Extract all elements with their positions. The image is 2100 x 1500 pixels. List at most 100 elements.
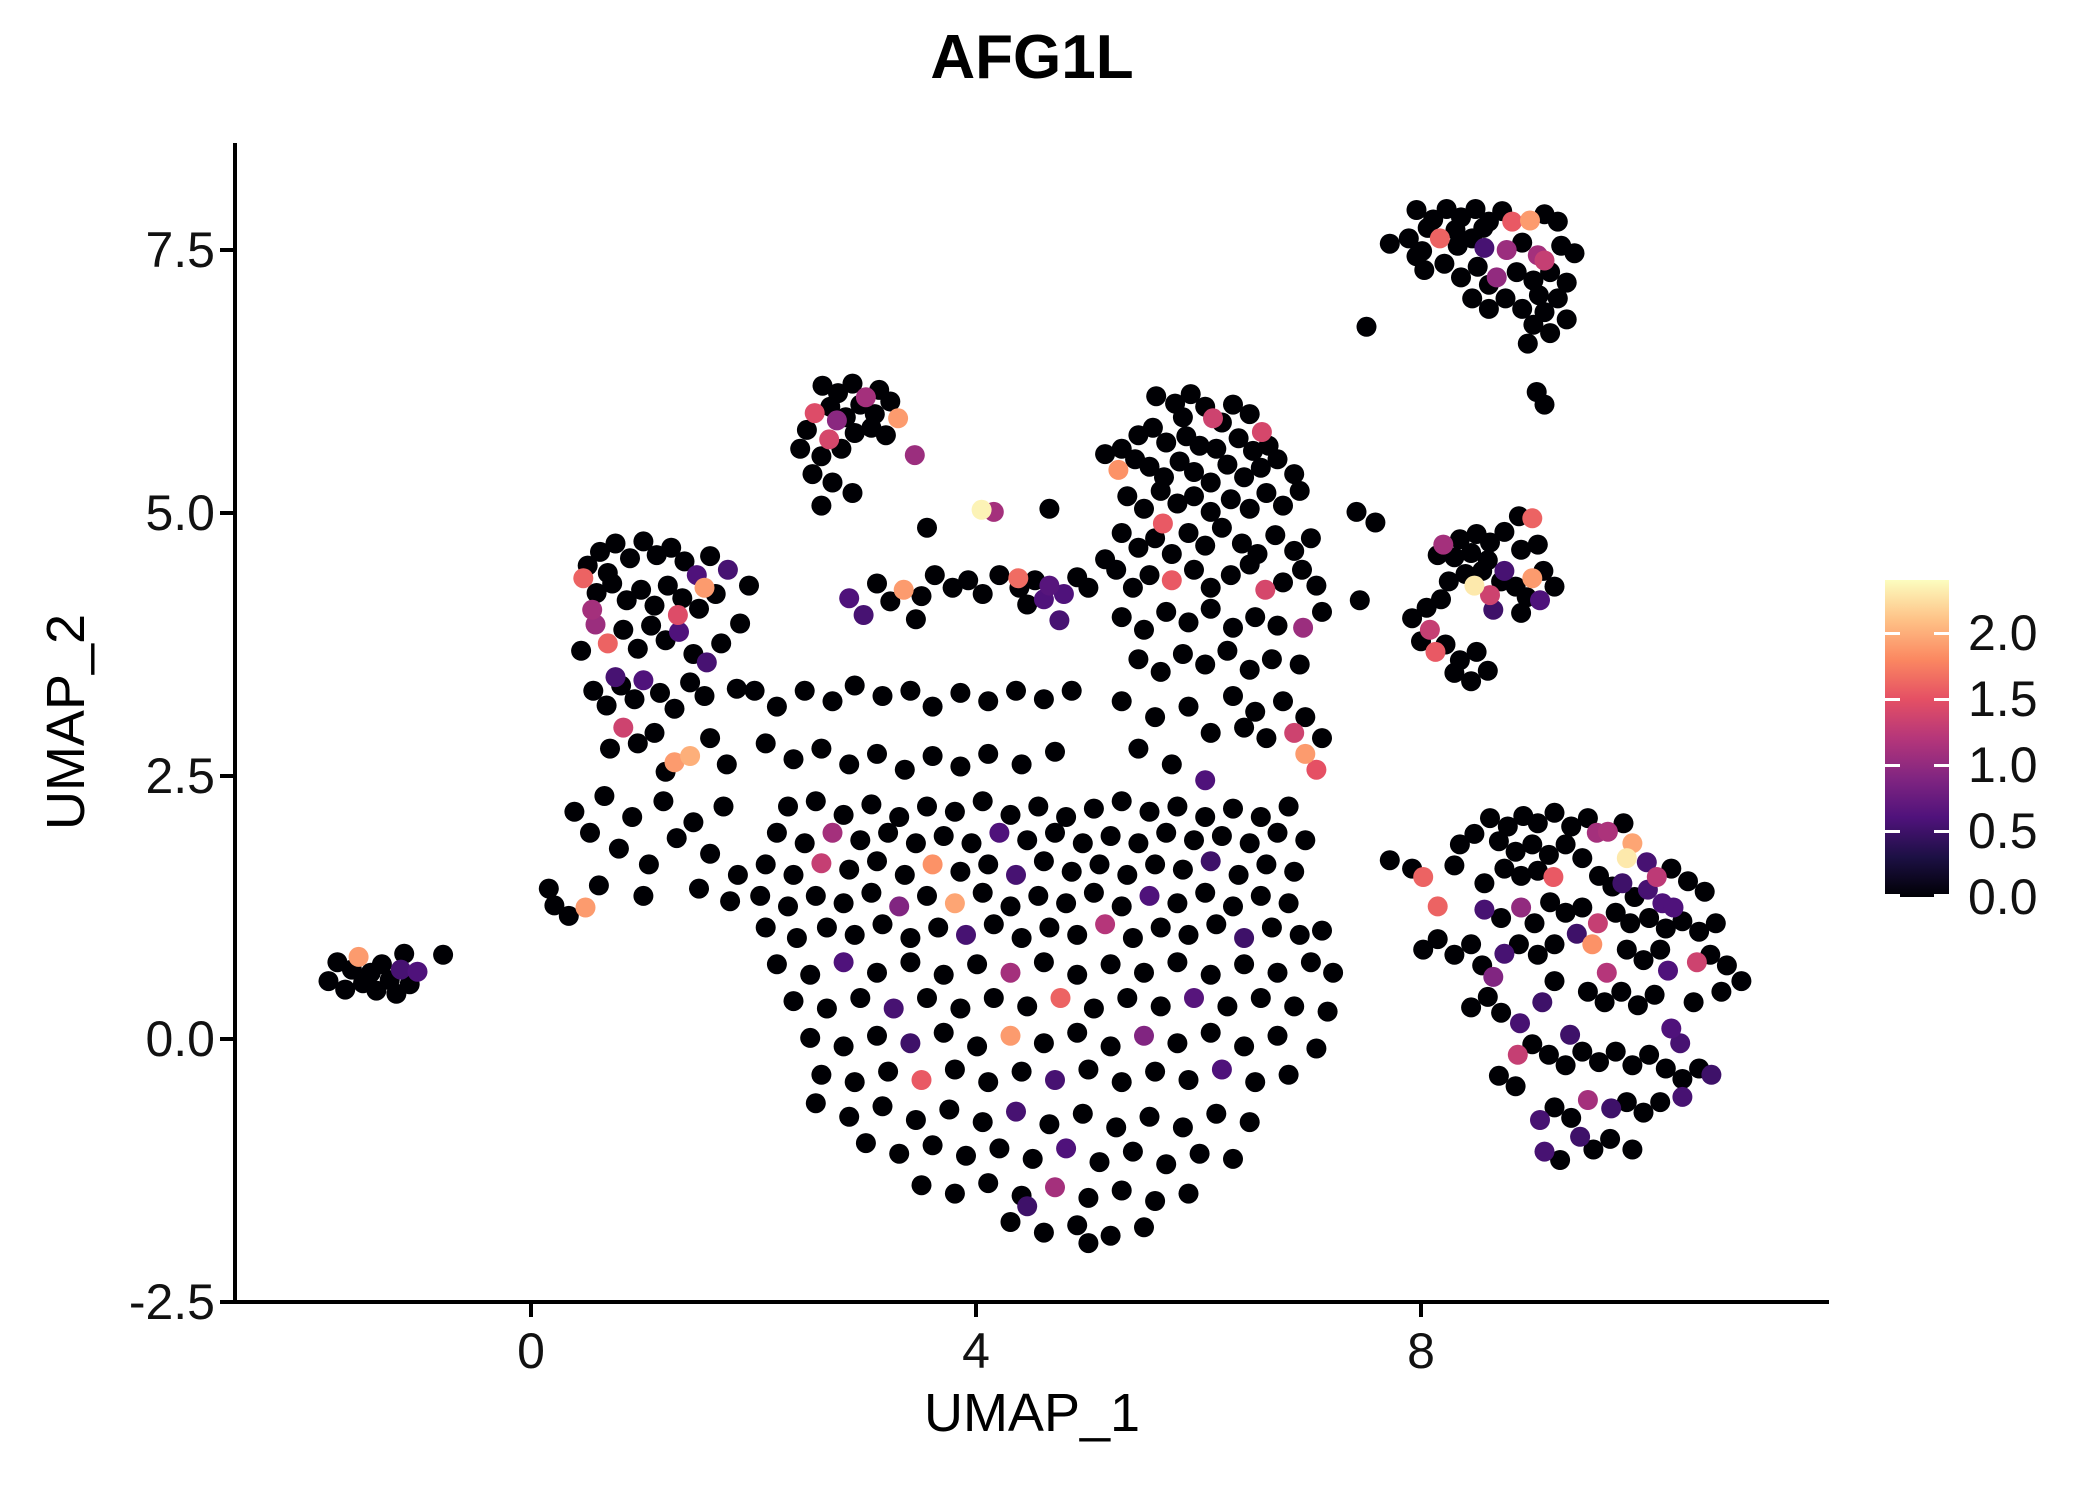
data-point — [1145, 1061, 1166, 1082]
data-point — [978, 691, 999, 712]
data-point — [800, 964, 821, 985]
data-point — [1639, 1044, 1660, 1065]
data-point — [1211, 517, 1232, 538]
data-point — [1239, 498, 1260, 519]
data-point — [944, 1059, 965, 1080]
data-point — [950, 682, 971, 703]
data-point — [641, 615, 662, 636]
data-point — [1402, 608, 1423, 629]
data-point — [1178, 696, 1199, 717]
data-point — [1497, 816, 1518, 837]
data-point — [1555, 1055, 1576, 1076]
data-point — [1067, 1022, 1088, 1043]
data-point — [1033, 851, 1054, 872]
data-point — [1661, 1018, 1682, 1039]
data-point — [1462, 288, 1483, 309]
data-point — [1261, 649, 1282, 670]
data-point — [1134, 962, 1154, 983]
data-point — [924, 565, 945, 586]
data-point — [1180, 384, 1201, 405]
data-point — [1078, 577, 1099, 598]
data-point — [1008, 568, 1029, 589]
data-point — [371, 954, 392, 975]
data-point — [839, 754, 860, 775]
data-point — [694, 577, 715, 598]
data-point — [978, 743, 999, 764]
data-point — [1540, 892, 1561, 913]
data-point — [1189, 1143, 1210, 1164]
data-point — [627, 733, 648, 754]
data-point — [1161, 754, 1182, 775]
data-point — [1169, 451, 1190, 472]
data-point — [631, 579, 652, 600]
data-point — [1528, 285, 1549, 306]
data-point — [1017, 1196, 1038, 1217]
data-point — [1234, 954, 1255, 975]
data-point — [778, 796, 798, 817]
data-point — [811, 495, 832, 516]
data-point — [1616, 939, 1637, 960]
data-point — [867, 743, 887, 764]
data-point — [1444, 944, 1465, 965]
data-point — [822, 691, 843, 712]
data-point — [844, 423, 865, 443]
data-point — [805, 1093, 826, 1114]
data-point — [1306, 575, 1327, 596]
data-point — [917, 796, 937, 817]
data-point — [1494, 560, 1515, 581]
data-point — [633, 531, 654, 552]
data-point — [1184, 830, 1204, 851]
data-point — [1128, 833, 1149, 854]
data-point — [1184, 486, 1204, 507]
data-point — [1289, 654, 1310, 675]
data-point — [1672, 1069, 1693, 1089]
colorbar-tick-mark — [1885, 894, 1900, 897]
data-point — [1532, 992, 1553, 1013]
data-point — [778, 896, 798, 917]
data-point — [1444, 662, 1465, 683]
data-point — [1522, 1034, 1543, 1055]
data-point — [766, 954, 787, 975]
data-point — [804, 403, 825, 424]
data-point — [1033, 1033, 1054, 1054]
data-point — [633, 670, 654, 691]
data-point — [1184, 462, 1204, 482]
data-point — [1178, 1070, 1199, 1090]
data-point — [1200, 1022, 1221, 1043]
data-point — [933, 1022, 954, 1043]
data-point — [1312, 920, 1332, 941]
data-point — [1494, 943, 1515, 964]
data-point — [1033, 952, 1054, 973]
data-point — [983, 914, 1004, 935]
data-point — [1300, 528, 1321, 549]
data-point — [1195, 770, 1216, 791]
data-point — [1413, 867, 1434, 887]
data-point — [1000, 804, 1021, 825]
data-point — [1694, 881, 1715, 902]
data-point — [1496, 240, 1517, 260]
data-point — [1211, 826, 1232, 846]
data-point — [1245, 1072, 1266, 1093]
data-point — [1239, 833, 1260, 854]
data-point — [939, 1099, 960, 1120]
data-point — [1284, 996, 1305, 1017]
data-point — [1111, 438, 1132, 459]
data-point — [597, 633, 618, 654]
data-point — [1550, 1150, 1571, 1170]
data-point — [1203, 408, 1223, 429]
data-point — [1234, 717, 1255, 738]
data-point — [608, 838, 629, 859]
data-point — [1491, 908, 1512, 928]
data-point — [1379, 850, 1400, 871]
y-tick-label: 5.0 — [145, 485, 215, 541]
data-point — [911, 1070, 932, 1090]
data-point — [805, 885, 826, 906]
data-point — [1689, 921, 1710, 942]
data-point — [1146, 386, 1167, 407]
data-point — [1017, 830, 1038, 851]
data-point — [1530, 590, 1550, 611]
data-point — [1582, 934, 1603, 955]
data-point — [600, 738, 620, 759]
data-point — [1650, 939, 1671, 960]
data-point — [1220, 489, 1241, 510]
